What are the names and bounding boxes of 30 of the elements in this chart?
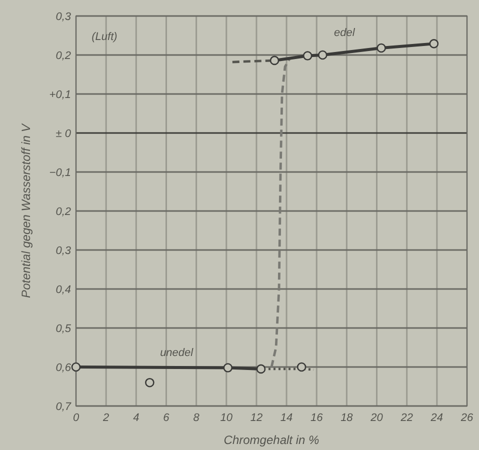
x-tick-label: 24 xyxy=(430,412,444,424)
y-tick-label: 0,6 xyxy=(56,362,72,374)
y-tick-label: 0,5 xyxy=(56,323,72,335)
x-tick-label: 6 xyxy=(163,412,170,424)
y-tick-label: +0,1 xyxy=(49,89,71,101)
x-tick-label: 18 xyxy=(340,412,354,424)
y-tick-label: 0,2 xyxy=(56,206,71,218)
x-tick-label: 14 xyxy=(280,412,293,424)
annotation: edel xyxy=(334,27,356,40)
x-tick-label: 4 xyxy=(133,412,140,424)
x-tick-label: 20 xyxy=(370,412,384,424)
y-tick-label: 0,4 xyxy=(56,284,71,296)
y-tick-label: 0,2 xyxy=(56,50,71,62)
x-tick-label: 8 xyxy=(193,412,200,424)
y-tick-label: 0,7 xyxy=(56,401,72,413)
x-tick-label: 26 xyxy=(460,412,474,424)
x-tick-label: 22 xyxy=(400,412,413,424)
x-tick-label: 2 xyxy=(102,412,110,424)
y-tick-label: 0,3 xyxy=(56,245,72,257)
y-tick-label: 0,3 xyxy=(56,11,72,23)
x-tick-label: 12 xyxy=(250,412,263,424)
annotation: (Luft) xyxy=(92,31,118,44)
x-tick-label: 0 xyxy=(72,412,80,424)
y-tick-label: −0,1 xyxy=(49,167,71,179)
x-tick-label: 16 xyxy=(310,412,324,424)
x-axis-title: Chromgehalt in % xyxy=(224,433,320,447)
y-axis-title: Potential gegen Wasserstoff in V xyxy=(19,123,33,298)
annotation: unedel xyxy=(160,346,194,359)
y-tick-label: ± 0 xyxy=(56,128,72,140)
x-tick-label: 10 xyxy=(220,412,234,424)
